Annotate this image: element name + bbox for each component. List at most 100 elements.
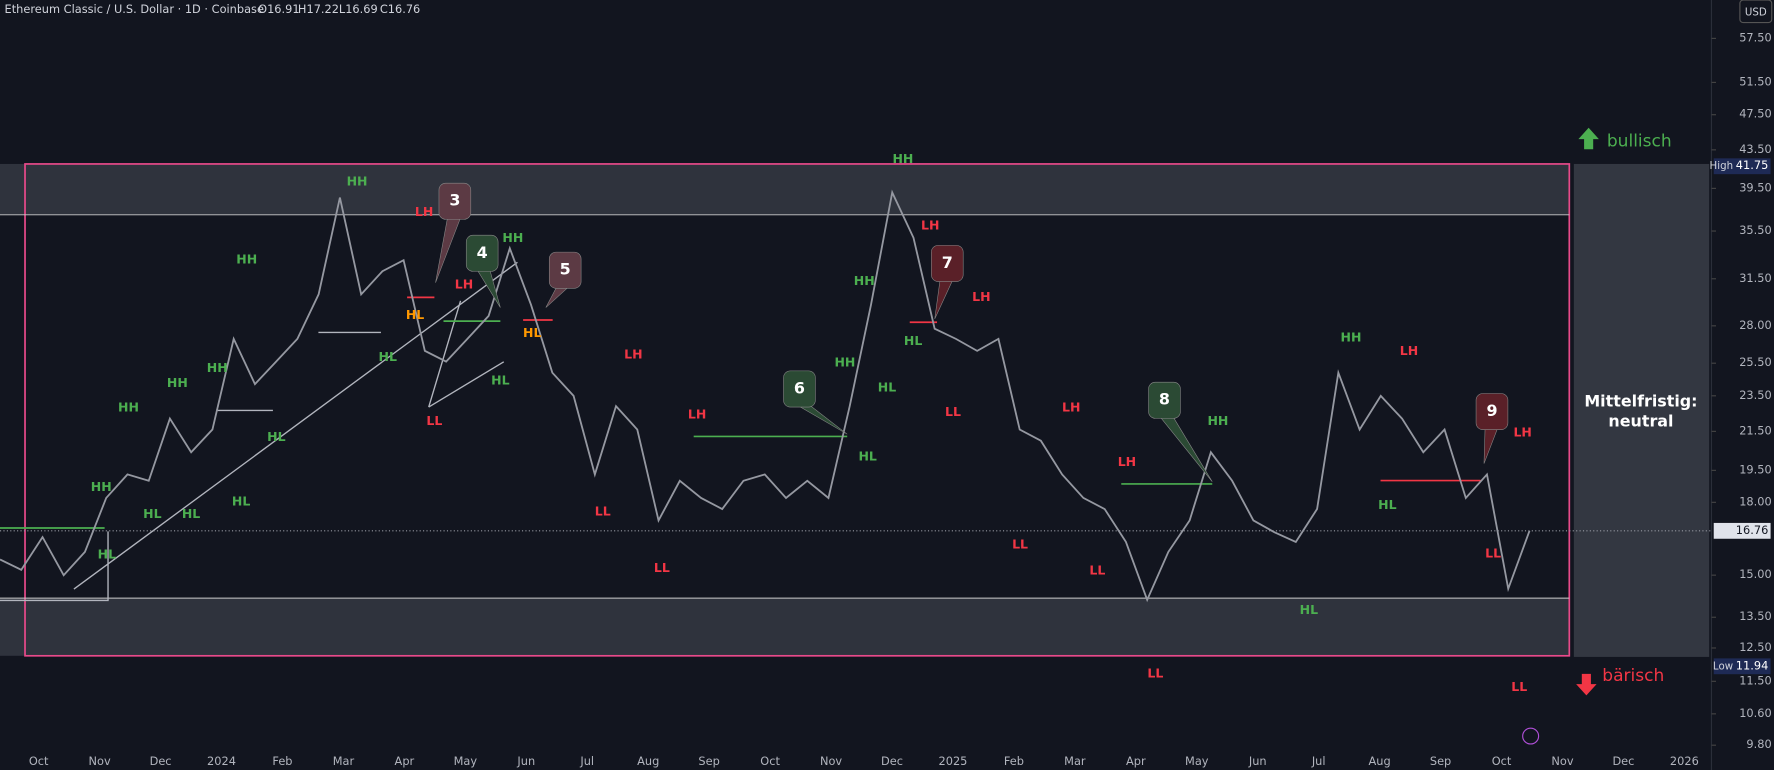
structure-label: HL bbox=[1378, 497, 1396, 512]
y-tick-label: 21.50 bbox=[1739, 423, 1772, 437]
last-price-label: 16.76 bbox=[1736, 523, 1769, 537]
callout-box bbox=[438, 182, 472, 220]
y-tick-label: 28.00 bbox=[1739, 318, 1772, 332]
callout-number: 9 bbox=[1486, 401, 1497, 420]
low-tag: Low bbox=[1713, 661, 1733, 672]
y-tick-label: 43.50 bbox=[1739, 142, 1772, 156]
x-tick-label: Apr bbox=[1126, 754, 1146, 768]
trendline bbox=[428, 361, 505, 408]
structure-label: LL bbox=[654, 560, 670, 575]
structure-label: HH bbox=[207, 360, 228, 375]
structure-label: LL bbox=[426, 413, 442, 428]
x-tick-label: Mar bbox=[333, 754, 355, 768]
structure-label: LL bbox=[1089, 563, 1105, 578]
x-tick-label: Nov bbox=[89, 754, 111, 768]
x-tick-label: Dec bbox=[1612, 754, 1634, 768]
bullish-label: bullisch bbox=[1607, 131, 1672, 151]
box-line bbox=[0, 531, 109, 602]
x-tick-label: Jul bbox=[579, 754, 594, 768]
callout-number: 5 bbox=[560, 260, 571, 279]
structure-label: HL bbox=[232, 494, 250, 509]
outlook-text: Mittelfristig: neutral bbox=[1584, 391, 1697, 430]
y-tick-label: 23.50 bbox=[1739, 388, 1772, 402]
callout-number: 4 bbox=[477, 243, 488, 262]
structure-label: HL bbox=[267, 429, 285, 444]
structure-label: HL bbox=[878, 379, 896, 394]
x-tick-label: Dec bbox=[150, 754, 172, 768]
structure-label: LH bbox=[624, 347, 642, 362]
high-tag: High bbox=[1710, 161, 1733, 172]
price-line bbox=[0, 189, 1531, 603]
structure-label: HL bbox=[523, 325, 541, 340]
range-frame bbox=[24, 163, 1571, 657]
structure-label: HH bbox=[347, 174, 368, 189]
x-tick-label: Apr bbox=[395, 754, 415, 768]
currency-badge[interactable] bbox=[1739, 0, 1773, 24]
structure-label: HL bbox=[1300, 602, 1318, 617]
y-tick-label: 15.00 bbox=[1739, 567, 1772, 581]
x-tick-label: Jun bbox=[516, 754, 535, 768]
callout-box bbox=[783, 370, 816, 408]
structure-label: HH bbox=[118, 400, 139, 415]
currency[interactable]: USD bbox=[1745, 7, 1767, 18]
x-tick-label: Aug bbox=[1369, 754, 1391, 768]
structure-label: LH bbox=[1062, 400, 1080, 415]
structure-label: LL bbox=[595, 504, 611, 519]
y-tick-label: 51.50 bbox=[1739, 74, 1772, 88]
structure-label: HL bbox=[182, 506, 200, 521]
x-tick-label: Jul bbox=[1311, 754, 1326, 768]
outlook-word: neutral bbox=[1608, 411, 1673, 430]
callout-number: 3 bbox=[449, 191, 460, 210]
event-icon[interactable] bbox=[1522, 727, 1540, 745]
structure-label: HH bbox=[167, 375, 188, 390]
x-tick-label: Sep bbox=[698, 754, 719, 768]
structure-label: LH bbox=[921, 218, 939, 233]
structure-label: LL bbox=[945, 404, 961, 419]
x-tick-label: May bbox=[1185, 754, 1209, 768]
structure-label: HH bbox=[1341, 330, 1362, 345]
structure-label: HL bbox=[406, 307, 424, 322]
callout-number: 6 bbox=[794, 378, 805, 397]
x-tick-label: May bbox=[454, 754, 478, 768]
last-price-badge bbox=[1713, 522, 1771, 539]
x-tick-label: Nov bbox=[820, 754, 842, 768]
y-tick-label: 57.50 bbox=[1739, 30, 1772, 44]
structure-label: HH bbox=[236, 252, 257, 267]
up-arrow bbox=[1578, 127, 1599, 150]
structure-label: HL bbox=[143, 506, 161, 521]
structure-label: HH bbox=[892, 151, 913, 166]
structure-label: LH bbox=[1513, 425, 1531, 440]
structure-label: LL bbox=[1485, 546, 1501, 561]
x-tick-label: Aug bbox=[637, 754, 659, 768]
y-tick-label: 9.80 bbox=[1746, 737, 1771, 751]
ohlc-low: L16.69 bbox=[339, 2, 378, 16]
x-tick-label: 2026 bbox=[1670, 754, 1699, 768]
y-tick-label: 39.50 bbox=[1739, 180, 1772, 194]
y-tick-label: 19.50 bbox=[1739, 462, 1772, 476]
resistance-zone bbox=[0, 163, 1570, 215]
x-tick-label: Sep bbox=[1430, 754, 1451, 768]
down-arrow bbox=[1576, 673, 1597, 696]
y-tick-label: 11.50 bbox=[1739, 673, 1772, 687]
y-tick-label: 25.50 bbox=[1739, 355, 1772, 369]
structure-label: HH bbox=[91, 479, 112, 494]
x-tick-label: Oct bbox=[1492, 754, 1512, 768]
x-tick-label: Mar bbox=[1064, 754, 1086, 768]
y-tick-label: 12.50 bbox=[1739, 640, 1772, 654]
trendline bbox=[428, 300, 462, 408]
low-badge bbox=[1713, 658, 1771, 675]
structure-label: LH bbox=[415, 204, 433, 219]
structure-label: HL bbox=[491, 373, 509, 388]
callout-box bbox=[1148, 381, 1181, 419]
ohlc-close: C16.76 bbox=[380, 2, 420, 16]
structure-label: LH bbox=[1118, 454, 1136, 469]
callout-box bbox=[931, 245, 964, 282]
x-tick-label: 2024 bbox=[207, 754, 236, 768]
x-tick-label: Nov bbox=[1551, 754, 1573, 768]
structure-label: LL bbox=[1012, 537, 1028, 552]
ohlc-open: O16.91 bbox=[258, 2, 299, 16]
x-tick-label: Oct bbox=[29, 754, 49, 768]
structure-label: LH bbox=[455, 276, 473, 291]
structure-label: LH bbox=[1400, 343, 1418, 358]
